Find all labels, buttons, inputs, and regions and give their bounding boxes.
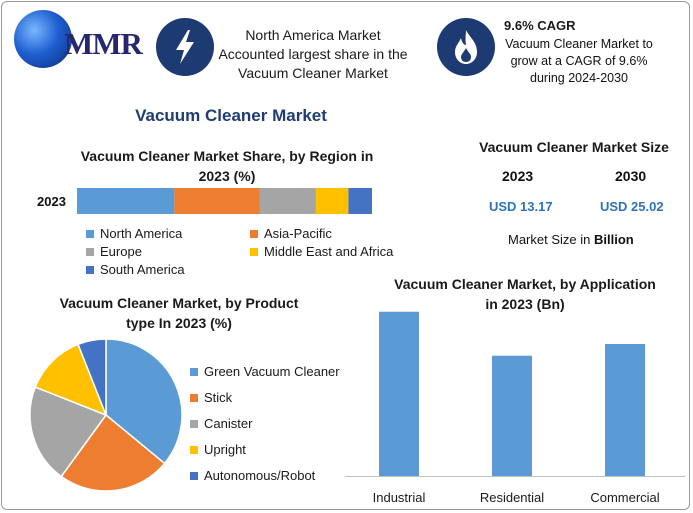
legend-south-america: South America — [86, 262, 185, 277]
bar-residential — [492, 355, 532, 476]
pie-slice-upright — [34, 343, 108, 417]
pie-slice-stick — [60, 413, 166, 492]
flame-icon — [437, 18, 495, 76]
legend-north-america: North America — [86, 226, 182, 241]
region-segment-north-america — [77, 188, 175, 214]
product-chart-title: Vacuum Cleaner Market, by Product type I… — [59, 295, 299, 331]
legend-europe: Europe — [86, 244, 142, 259]
header-north-america-text: North America Market Accounted largest s… — [218, 27, 408, 81]
size-2023-value: USD 13.17 — [489, 199, 553, 214]
region-segment-asia-pacific — [174, 188, 260, 214]
market-size-unit: Market Size in Billion — [508, 232, 634, 247]
legend-upright: Upright — [190, 442, 246, 457]
globe-logo-icon — [14, 10, 72, 68]
region-stacked-bar — [77, 188, 372, 214]
region-category-label: 2023 — [37, 194, 66, 209]
product-pie-chart — [29, 338, 183, 492]
legend-asia-pacific: Asia-Pacific — [250, 226, 332, 241]
market-size-title: Vacuum Cleaner Market Size — [479, 139, 669, 155]
cagr-text: Vacuum Cleaner Market to grow at a CAGR … — [505, 37, 653, 85]
legend-canister: Canister — [190, 416, 252, 431]
application-bar-chart: Industrial Residential Commercial — [345, 311, 685, 505]
tick-label-industrial: Industrial — [373, 490, 426, 505]
year-2030-label: 2030 — [615, 168, 647, 184]
legend-autonomous-robot: Autonomous/Robot — [190, 468, 315, 483]
legend-green-vacuum-cleaner: Green Vacuum Cleaner — [190, 364, 340, 379]
application-chart-title: Vacuum Cleaner Market, by Application in… — [394, 276, 656, 312]
pie-slice-autonomous-robot — [77, 338, 107, 416]
legend-middle-east-africa: Middle East and Africa — [250, 244, 393, 259]
year-2023-label: 2023 — [502, 168, 534, 184]
cagr-heading: 9.6% CAGR — [504, 18, 576, 33]
bar-industrial — [379, 311, 419, 476]
lightning-bolt-icon — [156, 18, 214, 76]
tick-label-residential: Residential — [480, 490, 544, 505]
region-segment-europe — [259, 188, 316, 214]
pie-slice-canister — [29, 386, 108, 478]
pie-slice-green-vacuum-cleaner — [105, 338, 183, 465]
legend-stick: Stick — [190, 390, 232, 405]
tick-label-commercial: Commercial — [590, 490, 659, 505]
region-chart-title: Vacuum Cleaner Market Share, by Region i… — [80, 148, 374, 184]
logo-text: MMR — [64, 26, 143, 61]
region-segment-middle-east-and-africa — [315, 188, 349, 214]
region-segment-south-america — [348, 188, 372, 214]
size-2030-value: USD 25.02 — [600, 199, 664, 214]
main-title: Vacuum Cleaner Market — [135, 106, 327, 125]
bar-commercial — [605, 344, 645, 476]
